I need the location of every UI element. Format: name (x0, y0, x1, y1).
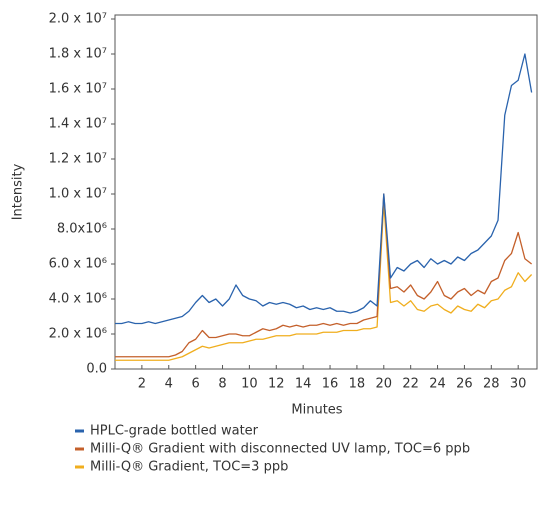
y-tick-label: 0.0 (86, 362, 107, 377)
x-tick-label: 12 (268, 377, 285, 392)
x-tick-label: 6 (191, 377, 199, 392)
y-tick-label: 2.0 x 10⁷ (49, 12, 107, 27)
x-tick-label: 20 (376, 377, 393, 392)
x-tick-label: 26 (456, 377, 473, 392)
x-tick-label: 8 (218, 377, 226, 392)
x-tick-label: 18 (349, 377, 366, 392)
y-tick-label: 1.0 x 10⁷ (49, 187, 107, 202)
x-tick-label: 14 (295, 377, 312, 392)
y-tick-label: 4.0 x 10⁶ (49, 292, 107, 307)
y-tick-label: 8.0x10⁶ (57, 222, 107, 237)
x-tick-label: 16 (322, 377, 339, 392)
y-tick-label: 1.6 x 10⁷ (49, 82, 107, 97)
x-tick-label: 24 (429, 377, 446, 392)
y-tick-label: 6.0 x 10⁶ (49, 257, 107, 272)
x-tick-label: 22 (402, 377, 419, 392)
x-tick-label: 28 (483, 377, 500, 392)
x-tick-label: 2 (138, 377, 146, 392)
data-line (115, 202, 533, 361)
legend-label: Milli-Q® Gradient, TOC=3 ppb (90, 460, 288, 475)
data-line (115, 53, 533, 325)
y-tick-label: 1.4 x 10⁷ (49, 117, 107, 132)
y-axis-label: Intensity (11, 163, 26, 220)
x-axis-label: Minutes (291, 403, 342, 418)
y-tick-label: 1.2 x 10⁷ (49, 152, 107, 167)
x-tick-label: 30 (510, 377, 527, 392)
data-line (115, 193, 533, 358)
plot-frame (114, 14, 538, 370)
y-tick-label: 2.0 x 10⁶ (49, 327, 107, 342)
x-tick-label: 10 (241, 377, 258, 392)
y-tick-label: 1.8 x 10⁷ (49, 47, 107, 62)
x-tick-label: 4 (165, 377, 173, 392)
legend-label: HPLC-grade bottled water (90, 424, 259, 439)
legend-label: Milli-Q® Gradient with disconnected UV l… (90, 442, 470, 457)
